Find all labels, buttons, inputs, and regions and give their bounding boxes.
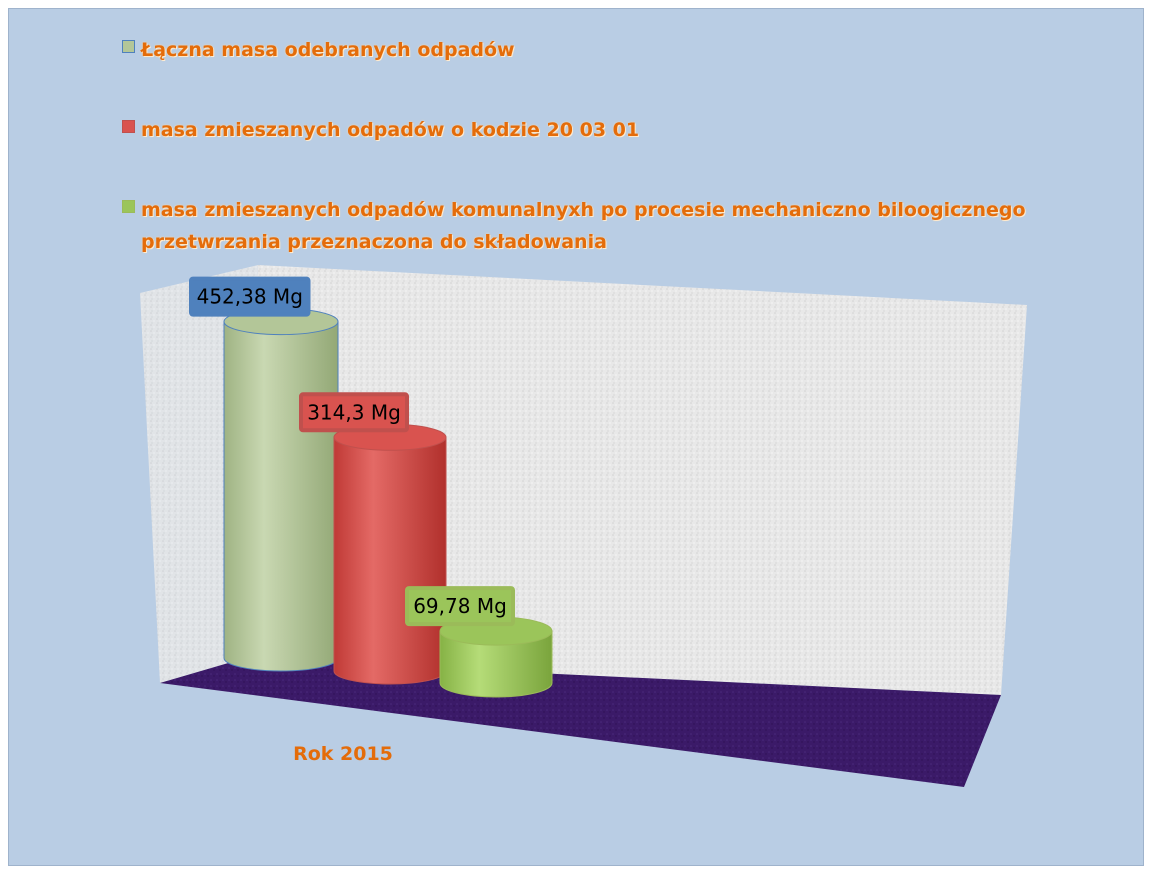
- legend-label-total: Łączna masa odebranych odpadów: [141, 39, 515, 61]
- bar-body-1: [333, 436, 447, 685]
- legend-label-mbp: masa zmieszanych odpadów komunalnyxh po …: [141, 199, 1026, 253]
- legend-item-mixed: masa zmieszanych odpadów o kodzie 20 03 …: [122, 114, 639, 146]
- floor: [160, 659, 1001, 787]
- legend-item-mbp: masa zmieszanych odpadów komunalnyxh po …: [122, 194, 1062, 258]
- data-label-1: 314,3 Mg: [307, 400, 401, 424]
- bars-group: 452,38 Mg 314,3 Mg 69,78 Mg: [189, 276, 553, 698]
- bar-body-0: [223, 321, 339, 672]
- legend-label-mixed: masa zmieszanych odpadów o kodzie 20 03 …: [141, 119, 640, 141]
- x-tick-label: Rok 2015: [293, 743, 393, 765]
- data-label-0: 452,38 Mg: [197, 285, 303, 309]
- bar-0: [223, 308, 339, 672]
- data-label-2: 69,78 Mg: [413, 594, 507, 618]
- legend-item-total: Łączna masa odebranych odpadów: [122, 34, 515, 66]
- data-label-box-2: [405, 586, 515, 627]
- data-label-box-1: [299, 392, 409, 433]
- bar-1: [333, 423, 447, 685]
- legend-swatch-mixed: [122, 120, 135, 133]
- legend-swatch-mbp: [122, 200, 135, 213]
- bar-2: [439, 616, 553, 698]
- data-label-box-0: [189, 276, 311, 317]
- bar-body-2: [439, 630, 553, 698]
- legend-swatch-total: [122, 40, 135, 53]
